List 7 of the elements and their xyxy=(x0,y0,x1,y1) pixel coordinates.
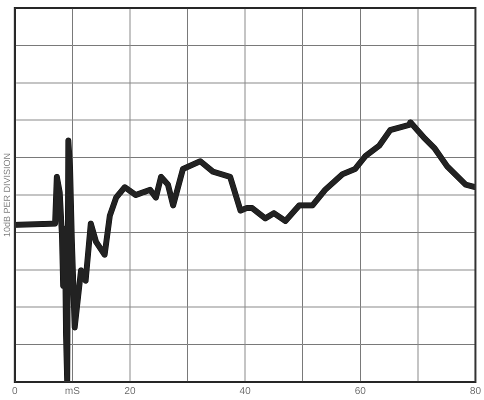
x-tick-label: 0 xyxy=(12,386,18,397)
x-tick-label: 40 xyxy=(240,386,252,397)
x-tick-label: 60 xyxy=(354,386,366,397)
y-axis-title: 10dB PER DIVISION xyxy=(2,152,12,238)
x-tick-label: mS xyxy=(64,386,80,397)
x-tick-label: 20 xyxy=(124,386,136,397)
x-tick-label: 80 xyxy=(470,386,482,397)
